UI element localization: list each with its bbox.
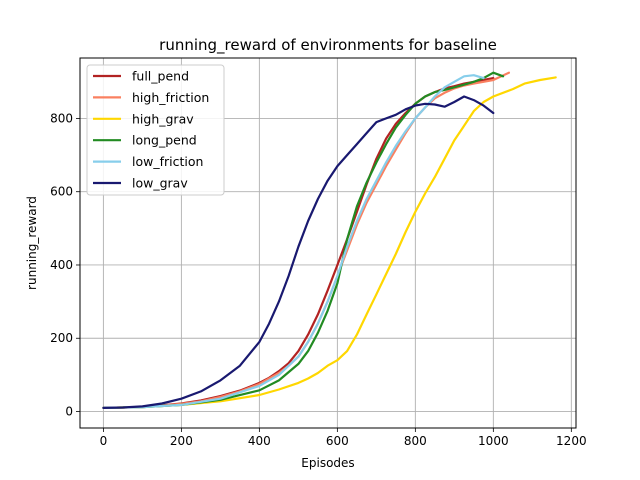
legend-label: full_pend <box>132 69 189 84</box>
x-tick-label: 800 <box>404 434 427 448</box>
y-tick-label: 800 <box>50 111 73 125</box>
x-tick-label: 0 <box>100 434 108 448</box>
x-tick-label: 1000 <box>478 434 509 448</box>
chart-title: running_reward of environments for basel… <box>159 36 497 55</box>
y-tick-label: 200 <box>50 331 73 345</box>
y-tick-label: 0 <box>65 405 73 419</box>
plot-frame <box>79 57 577 429</box>
y-tick-label: 400 <box>50 258 73 272</box>
legend-label: long_pend <box>132 133 197 148</box>
legend-label: high_friction <box>132 90 209 105</box>
legend-label: high_grav <box>132 111 194 126</box>
series-line-high-grav <box>102 76 557 409</box>
y-tick-label: 600 <box>50 185 73 199</box>
series-lines <box>102 71 557 409</box>
x-tick-label: 600 <box>326 434 349 448</box>
y-axis-label: running_reward <box>25 196 39 290</box>
x-tick-label: 1200 <box>556 434 587 448</box>
series-line-low-grav <box>102 95 495 409</box>
series-line-low-friction <box>102 74 485 409</box>
series-line-long-pend <box>102 71 505 409</box>
legend-label: low_friction <box>132 154 203 169</box>
x-axis-label: Episodes <box>301 456 354 470</box>
x-tick-label: 200 <box>170 434 193 448</box>
legend: full_pend high_friction high_grav long_pend… <box>86 64 225 196</box>
axis-ticks: 0 200 400 600 800 1000 1200 0 200 400 600 800 <box>50 111 587 448</box>
legend-label: low_grav <box>132 176 188 191</box>
legend-box <box>86 64 225 196</box>
x-tick-label: 400 <box>248 434 271 448</box>
